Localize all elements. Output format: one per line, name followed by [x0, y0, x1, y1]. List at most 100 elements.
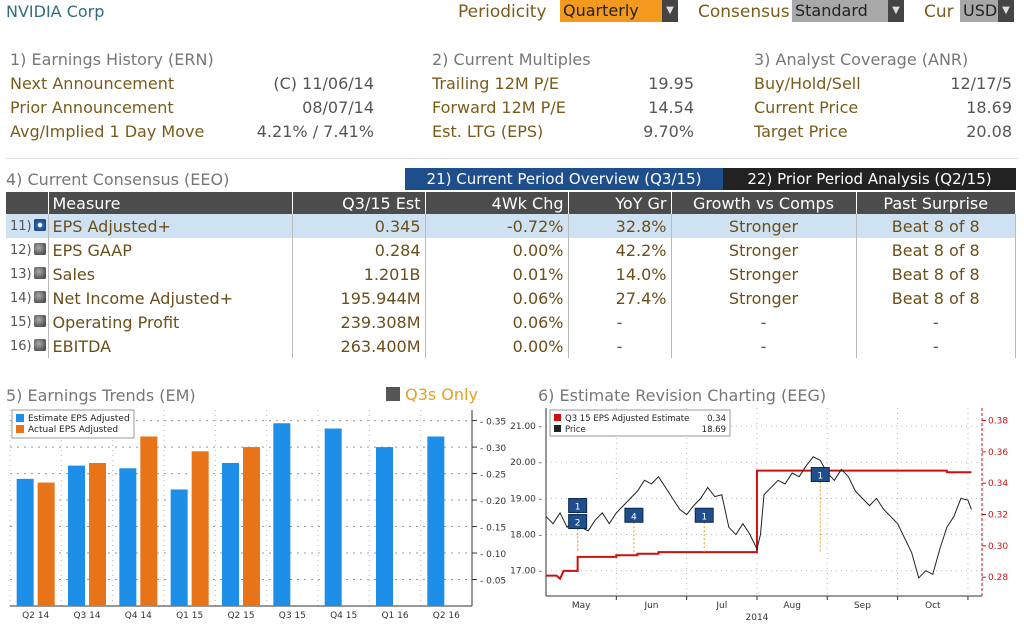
column-header-past-surprise[interactable]: Past Surprise — [856, 192, 1016, 214]
earnings-history-label: Avg/Implied 1 Day Move — [10, 122, 205, 141]
x-tick-label: Q2 15 — [227, 611, 254, 621]
actual-bar — [243, 447, 260, 606]
estimate-bar — [16, 478, 34, 606]
4wk-chg-cell: 0.06% — [425, 310, 569, 334]
column-header-growth-vs-comps[interactable]: Growth vs Comps — [671, 192, 857, 214]
measure-cell: EBITDA — [48, 334, 293, 358]
earnings-history-value: (C) 11/06/14 — [273, 74, 374, 93]
estimate-revision-chart: May Jun Jul Aug Sep Oct 2014 17.00 - 18.00 - 19.0… — [510, 408, 1008, 623]
x-tick-label: Q2 16 — [433, 611, 460, 621]
earnings-history-value: 08/07/14 — [302, 98, 374, 117]
radio-selected-icon[interactable] — [33, 218, 46, 231]
radio-icon[interactable] — [33, 338, 46, 351]
legend-swatch — [16, 414, 24, 422]
measure-cell: EPS Adjusted+ — [48, 214, 293, 238]
estimate-cell: 0.284 — [292, 238, 426, 262]
estimate-cell: 1.201B — [292, 262, 426, 286]
annotation-label: 2 — [575, 519, 581, 529]
annotation-marker — [568, 498, 588, 514]
table-header-row: Measure Q3/15 Est 4Wk Chg YoY Gr Growth … — [6, 192, 1016, 214]
table-row[interactable]: 16) EBITDA 263.400M 0.00% - - - — [6, 334, 1016, 358]
currency-label: Cur — [924, 2, 954, 22]
tab-prior-period-analysis[interactable]: 22) Prior Period Analysis (Q2/15) — [723, 168, 1016, 190]
plot-area — [10, 410, 472, 606]
radio-icon[interactable] — [33, 314, 46, 327]
table-row[interactable]: 15) Operating Profit 239.308M 0.06% - - … — [6, 310, 1016, 334]
yoy-gr-cell: 27.4% — [568, 286, 672, 310]
growth-vs-comps-cell: Stronger — [671, 262, 857, 286]
current-consensus-title[interactable]: 4) Current Consensus (EEO) — [6, 170, 230, 189]
annotation-marker — [810, 467, 830, 483]
right-tick-label: 0.32 — [988, 511, 1008, 521]
annotation-label: 4 — [631, 512, 637, 522]
annotation-marker — [568, 514, 588, 530]
x-tick-label: Q3 14 — [73, 611, 100, 621]
table-row[interactable]: 14) Net Income Adjusted+ 195.944M 0.06% … — [6, 286, 1016, 310]
measure-cell: Net Income Adjusted+ — [48, 286, 293, 310]
q3s-only-checkbox[interactable]: Q3s Only — [386, 385, 478, 405]
table-row[interactable]: 12) EPS GAAP 0.284 0.00% 42.2% Stronger … — [6, 238, 1016, 262]
checkbox-icon[interactable] — [386, 387, 400, 401]
radio-icon[interactable] — [33, 242, 46, 255]
estimate-bar — [68, 465, 85, 606]
column-header-measure[interactable]: Measure — [48, 192, 293, 214]
currency-chevron-down-icon[interactable]: ▼ — [998, 0, 1014, 22]
radio-icon[interactable] — [33, 266, 46, 279]
row-index: 12) — [6, 238, 49, 262]
consensus-label: Consensus — [698, 2, 790, 22]
tab-current-period-overview[interactable]: 21) Current Period Overview (Q3/15) — [405, 168, 723, 190]
x-tick-label: Q2 14 — [22, 611, 49, 621]
estimate-cell: 239.308M — [292, 310, 426, 334]
left-tick-label: 17.00 - — [510, 567, 542, 577]
analyst-coverage-value: 20.08 — [966, 122, 1012, 141]
yoy-gr-cell: 14.0% — [568, 262, 672, 286]
earnings-history-title[interactable]: 1) Earnings History (ERN) — [10, 50, 214, 69]
annotation-label: 1 — [575, 503, 581, 513]
current-multiples-title[interactable]: 2) Current Multiples — [432, 50, 591, 69]
earnings-trends-title[interactable]: 5) Earnings Trends (EM) — [6, 386, 196, 405]
left-tick-label: 21.00 - — [510, 422, 542, 432]
column-header-yoy-gr[interactable]: YoY Gr — [568, 192, 672, 214]
row-index-number: 15) — [10, 314, 32, 330]
legend-label: Price — [565, 425, 586, 435]
y-tick-label: - 0.30 — [480, 444, 506, 454]
legend-label: Actual EPS Adjusted — [28, 425, 118, 435]
periodicity-chevron-down-icon[interactable]: ▼ — [662, 0, 678, 22]
x-tick-label: Q1 16 — [381, 611, 408, 621]
estimate-bar — [222, 462, 239, 606]
legend-value: 0.34 — [707, 414, 726, 424]
plot-area — [546, 408, 982, 596]
current-multiples-value: 9.70% — [643, 122, 694, 141]
row-index-number: 16) — [10, 338, 32, 354]
left-tick-label: 19.00 - — [510, 494, 542, 504]
estimate-cell: 263.400M — [292, 334, 426, 358]
column-header-estimate[interactable]: Q3/15 Est — [292, 192, 426, 214]
growth-vs-comps-cell: Stronger — [671, 286, 857, 310]
x-tick-label: Q4 15 — [330, 611, 357, 621]
growth-vs-comps-cell: Stronger — [671, 214, 857, 238]
row-index: 15) — [6, 310, 49, 334]
consensus-chevron-down-icon[interactable]: ▼ — [888, 0, 904, 22]
analyst-coverage-title[interactable]: 3) Analyst Coverage (ANR) — [754, 50, 969, 69]
radio-icon[interactable] — [33, 290, 46, 303]
x-tick-label: Oct — [925, 601, 941, 611]
x-tick-label: Q3 15 — [279, 611, 306, 621]
actual-bar — [37, 482, 55, 606]
table-row[interactable]: 13) Sales 1.201B 0.01% 14.0% Stronger Be… — [6, 262, 1016, 286]
legend-box — [549, 409, 731, 437]
table-row[interactable]: 11) EPS Adjusted+ 0.345 -0.72% 32.8% Str… — [6, 214, 1016, 238]
estimate-revision-title[interactable]: 6) Estimate Revision Charting (EEG) — [538, 386, 827, 405]
row-index-number: 14) — [10, 290, 32, 306]
row-index: 16) — [6, 334, 49, 358]
past-surprise-cell: Beat 8 of 8 — [856, 262, 1016, 286]
consensus-value[interactable]: Standard — [792, 0, 888, 22]
analyst-coverage-label: Buy/Hold/Sell — [754, 74, 861, 93]
currency-value[interactable]: USD — [960, 0, 998, 22]
right-tick-label: 0.30 — [988, 542, 1008, 552]
y-tick-label: - 0.05 — [480, 577, 506, 587]
measure-cell: Sales — [48, 262, 293, 286]
4wk-chg-cell: 0.00% — [425, 238, 569, 262]
column-header-4wk-chg[interactable]: 4Wk Chg — [425, 192, 569, 214]
yoy-gr-cell: 42.2% — [568, 238, 672, 262]
periodicity-value[interactable]: Quarterly — [560, 0, 662, 22]
